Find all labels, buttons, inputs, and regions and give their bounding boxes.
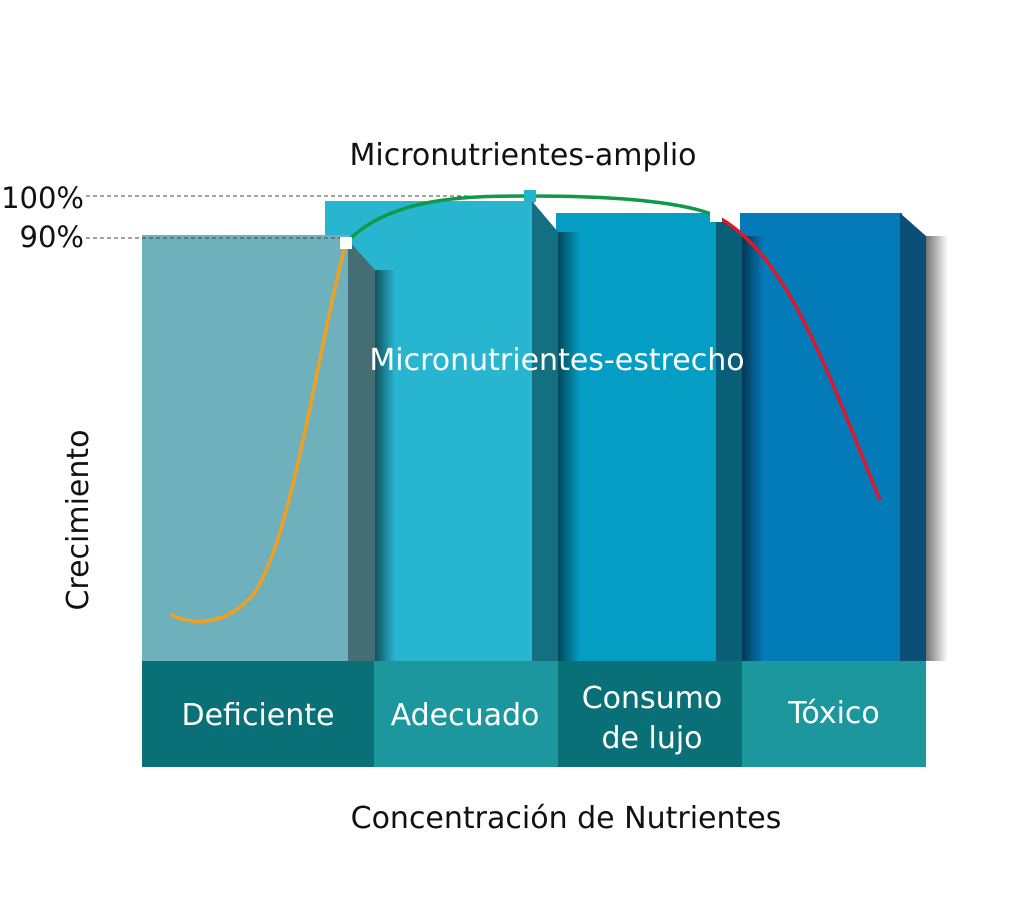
zone-adecuado-shadow [558, 232, 580, 661]
marker-90 [340, 237, 352, 249]
zone-blocks [142, 201, 948, 661]
zone-deficiente-side [348, 240, 375, 661]
zone-consumo-block [556, 213, 718, 661]
zone-label-toxico: Tóxico [787, 696, 880, 731]
marker-toxic-start [710, 210, 722, 222]
band-consumo [558, 661, 742, 767]
tick-100: 100% [1, 181, 84, 215]
zone-label-band [142, 661, 926, 767]
x-axis-label: Concentración de Nutrientes [351, 801, 782, 836]
curve-deficient [169, 242, 348, 624]
zone-deficiente-shadow [375, 270, 395, 661]
zone-toxico-block [740, 213, 902, 661]
band-toxico [742, 661, 926, 767]
curve-toxic [715, 214, 882, 501]
band-adecuado [374, 661, 558, 767]
zone-deficiente-block [142, 235, 350, 661]
zone-consumo-shadow [742, 236, 764, 661]
zone-label-adecuado: Adecuado [391, 698, 540, 733]
zone-label-consumo-line2: de lujo [601, 721, 702, 756]
marker-100 [524, 190, 536, 202]
band-deficiente [142, 661, 374, 767]
title: Micronutrientes-amplio [349, 138, 696, 173]
tick-90: 90% [20, 220, 84, 254]
inner-label: Micronutrientes-estrecho [369, 343, 744, 378]
zone-label-deficiente: Deficiente [182, 698, 335, 733]
zone-label-consumo-line1: Consumo [582, 681, 723, 716]
zone-toxico-side [900, 213, 926, 661]
zone-consumo-side [716, 213, 742, 661]
zone-adecuado-side [532, 201, 558, 661]
y-axis-label: Crecimiento [61, 429, 96, 610]
zone-toxico-shadow [926, 236, 948, 661]
